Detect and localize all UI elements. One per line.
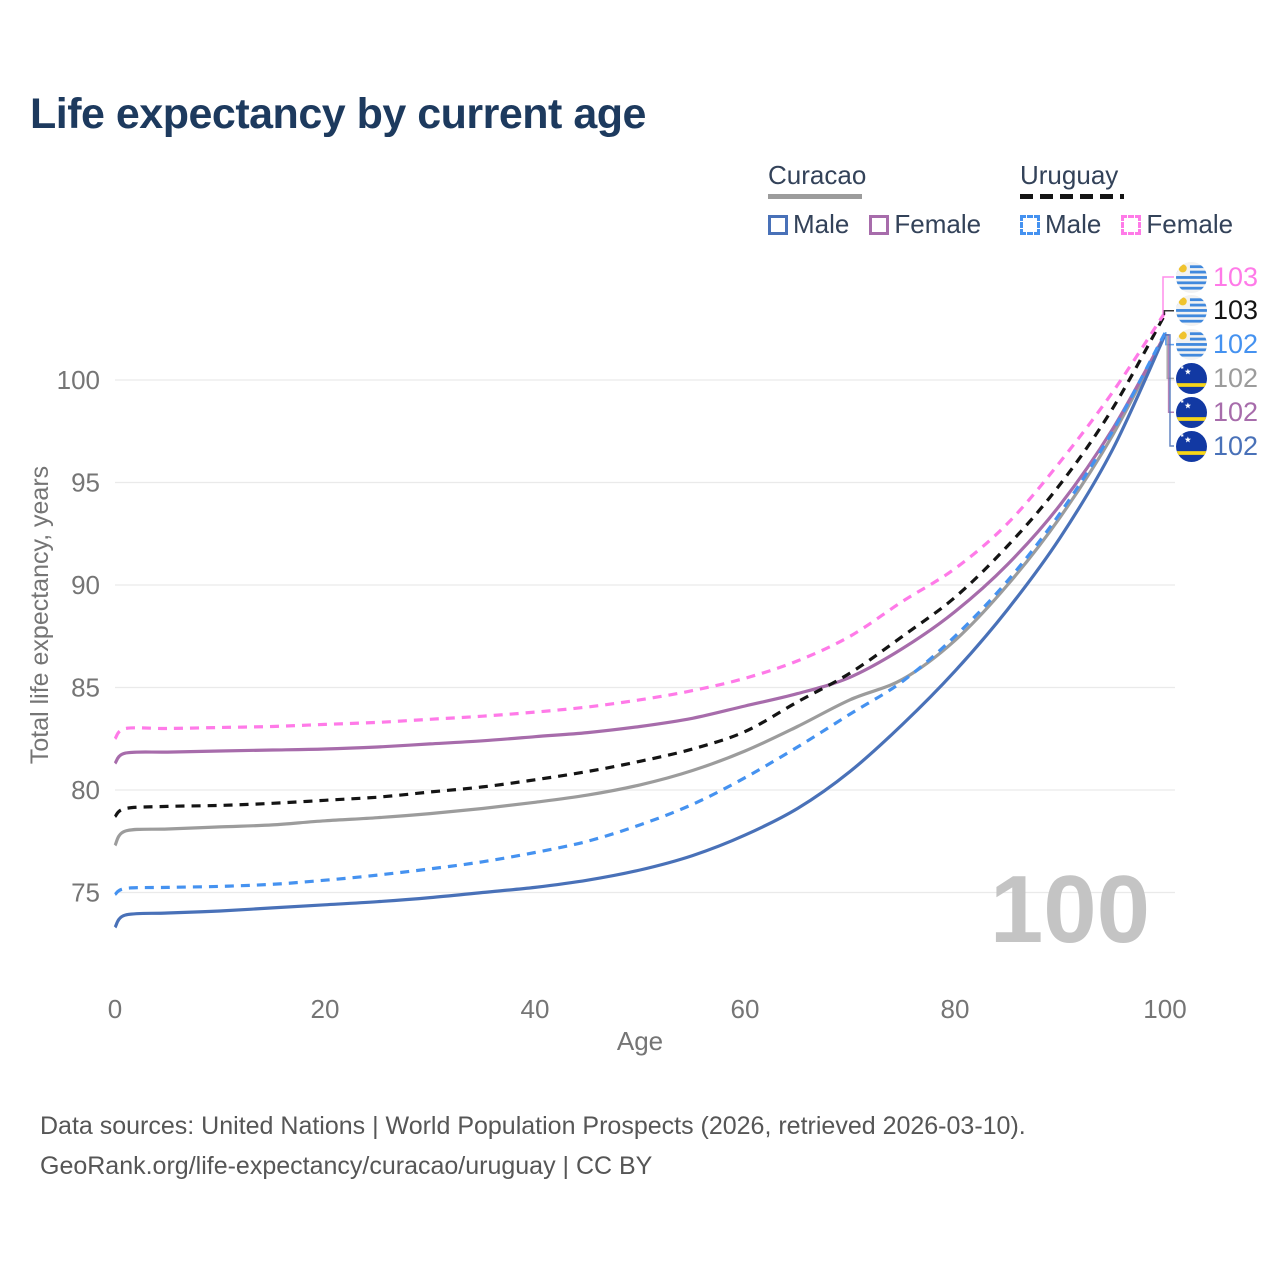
y-tick-label: 80 [71, 775, 100, 805]
legend-group-uruguay: Uruguay Male Female [1020, 160, 1253, 240]
data-sources-line: Data sources: United Nations | World Pop… [40, 1112, 1026, 1140]
legend-label: Female [1146, 209, 1234, 239]
end-value: 102 [1213, 362, 1259, 393]
legend-label: Female [894, 209, 982, 239]
curacao-flag-icon [1176, 396, 1207, 428]
series-line-uruguay-female [113, 311, 1167, 740]
curacao-line-style-swatch [768, 194, 862, 199]
x-tick-label: 0 [108, 994, 122, 1024]
end-label-row: 103 [1176, 261, 1258, 293]
y-tick-label: 75 [71, 878, 100, 908]
uruguay-female-swatch-icon [1121, 214, 1142, 235]
end-label-connector [1162, 276, 1174, 314]
y-tick-label: 90 [71, 570, 100, 600]
end-value: 102 [1213, 430, 1259, 461]
y-tick-label: 100 [57, 365, 100, 395]
uruguay-male-swatch-icon [1020, 214, 1040, 235]
y-axis-title: Total life expectancy, years [26, 466, 54, 764]
end-label-connector [1163, 310, 1174, 316]
y-tick-label: 85 [71, 673, 100, 703]
end-value: 103 [1213, 295, 1259, 326]
legend-item-uruguay-male[interactable]: Male [1020, 209, 1101, 240]
series-line-curacao-female [113, 334, 1167, 765]
end-label-row: 102 [1176, 430, 1258, 462]
x-tick-label: 40 [521, 994, 550, 1024]
curacao-flag-icon [1176, 430, 1207, 462]
legend-item-curacao-female[interactable]: Female [869, 209, 981, 240]
attribution-line: GeoRank.org/life-expectancy/curacao/urug… [40, 1152, 653, 1180]
series-line-uruguay-male [113, 332, 1167, 896]
uruguay-line-style-swatch [1020, 194, 1124, 199]
x-tick-label: 60 [731, 994, 760, 1024]
x-tick-label: 80 [941, 994, 970, 1024]
uruguay-flag-icon [1176, 295, 1207, 327]
page-title: Life expectancy by current age [30, 90, 646, 138]
curacao-female-swatch-icon [869, 214, 890, 235]
end-value: 103 [1213, 261, 1259, 292]
legend-label: Male [1045, 209, 1102, 239]
series-line-curacao-male [113, 334, 1167, 929]
uruguay-flag-icon [1176, 261, 1207, 293]
footer: Data sources: United Nations | World Pop… [40, 1106, 1026, 1186]
legend-label: Male [793, 209, 850, 239]
uruguay-flag-icon [1176, 329, 1207, 361]
y-tick-label: 95 [71, 468, 100, 498]
curacao-flag-icon [1176, 362, 1207, 394]
end-label-row: 102 [1176, 329, 1258, 361]
end-label-row: 103 [1176, 295, 1258, 327]
x-tick-label: 20 [311, 994, 340, 1024]
end-value: 102 [1213, 396, 1259, 427]
legend-group-curacao: Curacao Male Female [768, 160, 1001, 240]
end-label-row: 102 [1176, 396, 1258, 428]
end-label-row: 102 [1176, 362, 1258, 394]
series-line-curacao-combined [113, 334, 1167, 847]
end-value: 102 [1213, 329, 1259, 360]
end-label-connector [1165, 334, 1174, 447]
legend-country-uruguay: Uruguay [1020, 160, 1119, 190]
legend-country-curacao: Curacao [768, 160, 867, 190]
legend-item-curacao-male[interactable]: Male [768, 209, 849, 240]
x-tick-label: 100 [1143, 994, 1186, 1024]
series-line-uruguay-combined [113, 313, 1167, 818]
curacao-male-swatch-icon [768, 214, 788, 235]
age-indicator-watermark: 100 [990, 856, 1150, 963]
x-axis-title: Age [617, 1026, 663, 1056]
legend-item-uruguay-female[interactable]: Female [1121, 209, 1233, 240]
